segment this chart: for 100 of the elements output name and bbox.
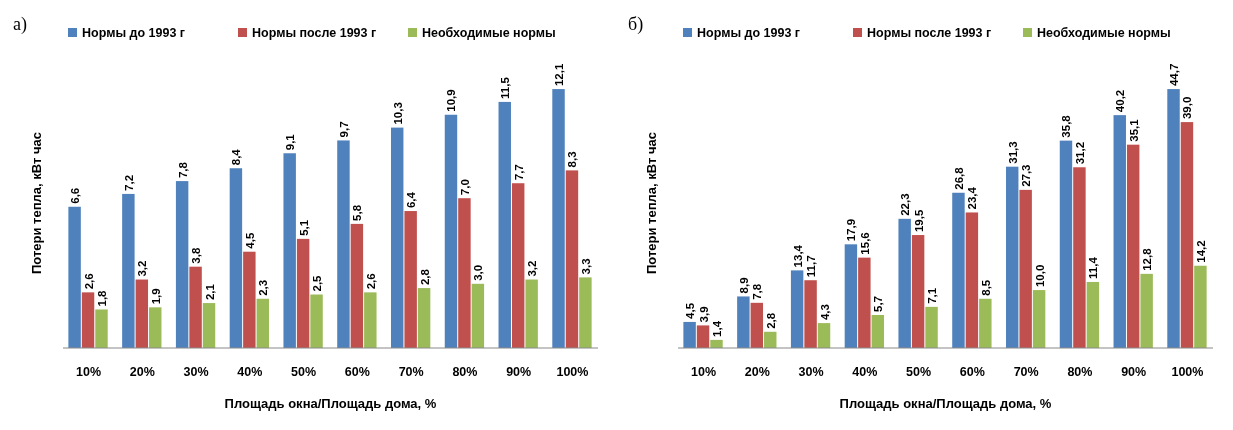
- data-label: 8,4: [230, 148, 243, 166]
- data-label: 1,9: [149, 288, 162, 305]
- data-label: 8,9: [737, 277, 750, 294]
- data-label: 35,1: [1127, 118, 1140, 142]
- x-tick-label: 10%: [691, 365, 717, 379]
- data-label: 8,3: [566, 151, 579, 168]
- data-label: 3,0: [472, 264, 485, 281]
- data-label: 4,3: [818, 304, 831, 321]
- bar: [122, 193, 135, 348]
- bar: [175, 181, 189, 348]
- data-label: 4,5: [684, 302, 697, 319]
- x-tick-label: 100%: [556, 365, 589, 379]
- data-label: 3,3: [579, 258, 592, 275]
- bar: [844, 244, 858, 348]
- data-label: 2,6: [364, 273, 377, 290]
- data-label: 31,3: [1006, 141, 1019, 164]
- x-tick-label: 90%: [1121, 365, 1147, 379]
- data-label: 6,4: [405, 191, 418, 209]
- legend-label: Нормы до 1993 г: [82, 26, 186, 40]
- data-label: 2,3: [257, 279, 270, 296]
- bar: [404, 211, 417, 348]
- data-label: 14,2: [1194, 240, 1207, 263]
- bar: [364, 292, 377, 348]
- bar: [1073, 167, 1086, 348]
- x-tick-label: 50%: [291, 365, 317, 379]
- data-label: 2,5: [311, 274, 324, 292]
- bar: [1113, 115, 1126, 348]
- x-tick-label: 70%: [398, 365, 424, 379]
- y-axis-title: Потери тепла, кВт час: [644, 132, 659, 274]
- bar: [1019, 189, 1032, 348]
- data-label: 15,6: [858, 232, 871, 255]
- data-label: 9,7: [337, 121, 350, 138]
- x-tick-label: 20%: [744, 365, 770, 379]
- x-tick-label: 40%: [852, 365, 878, 379]
- data-label: 11,5: [499, 76, 512, 99]
- data-label: 9,1: [284, 133, 297, 151]
- y-axis-title: Потери тепла, кВт час: [29, 132, 44, 274]
- x-tick-label: 30%: [798, 365, 824, 379]
- x-tick-label: 70%: [1013, 365, 1039, 379]
- x-tick-label: 10%: [76, 365, 102, 379]
- data-label: 7,8: [176, 161, 189, 179]
- bar: [350, 223, 364, 348]
- bar: [243, 251, 256, 348]
- bar: [952, 192, 965, 348]
- bar: [511, 183, 525, 348]
- data-label: 40,2: [1114, 89, 1127, 113]
- data-label: 3,9: [697, 306, 710, 323]
- bar: [444, 114, 458, 348]
- bar: [979, 298, 992, 348]
- data-label: 2,8: [764, 312, 777, 329]
- bar: [189, 266, 202, 348]
- data-label: 44,7: [1168, 63, 1181, 87]
- data-label: 23,4: [966, 186, 979, 210]
- data-label: 12,8: [1141, 247, 1154, 271]
- data-label: 27,3: [1020, 164, 1033, 187]
- data-label: 19,5: [912, 209, 925, 233]
- bar: [471, 283, 485, 348]
- x-axis-title: Площадь окна/Площадь дома, %: [224, 396, 437, 411]
- bar: [683, 321, 696, 348]
- bar: [283, 153, 296, 348]
- x-tick-label: 30%: [183, 365, 209, 379]
- x-tick-label: 100%: [1171, 365, 1204, 379]
- bar: [417, 288, 431, 348]
- data-label: 5,7: [872, 295, 885, 312]
- x-tick-label: 60%: [959, 365, 985, 379]
- bar: [202, 303, 216, 348]
- bar: [1032, 290, 1046, 348]
- data-label: 5,1: [297, 219, 310, 236]
- bar: [1180, 122, 1194, 348]
- bar: [1167, 89, 1180, 348]
- bar: [965, 212, 979, 348]
- bar: [1140, 273, 1153, 348]
- data-label: 5,8: [351, 204, 364, 221]
- data-label: 3,8: [190, 247, 203, 264]
- bar: [149, 307, 162, 348]
- data-label: 11,7: [805, 255, 818, 278]
- data-label: 35,8: [1060, 114, 1073, 138]
- legend-label: Нормы после 1993 г: [252, 26, 377, 40]
- data-label: 39,0: [1181, 96, 1194, 120]
- data-label: 7,7: [512, 164, 525, 181]
- bar: [804, 280, 817, 348]
- data-label: 10,9: [445, 89, 458, 112]
- bar: [911, 235, 925, 348]
- legend-label: Нормы до 1993 г: [697, 26, 801, 40]
- data-label: 22,3: [899, 193, 912, 216]
- data-label: 13,4: [791, 244, 804, 268]
- bar: [337, 140, 350, 348]
- x-axis-title: Площадь окна/Площадь дома, %: [839, 396, 1052, 411]
- bar: [750, 302, 764, 348]
- data-label: 11,4: [1087, 256, 1100, 279]
- bar: [858, 257, 871, 348]
- bar: [737, 296, 750, 348]
- chart-title: б): [628, 14, 644, 35]
- bar: [817, 323, 831, 348]
- bar: [1086, 281, 1100, 348]
- data-label: 7,1: [926, 287, 939, 304]
- data-label: 10,0: [1033, 264, 1046, 288]
- data-label: 26,8: [952, 166, 965, 190]
- legend-label: Нормы после 1993 г: [867, 26, 992, 40]
- x-tick-label: 20%: [129, 365, 155, 379]
